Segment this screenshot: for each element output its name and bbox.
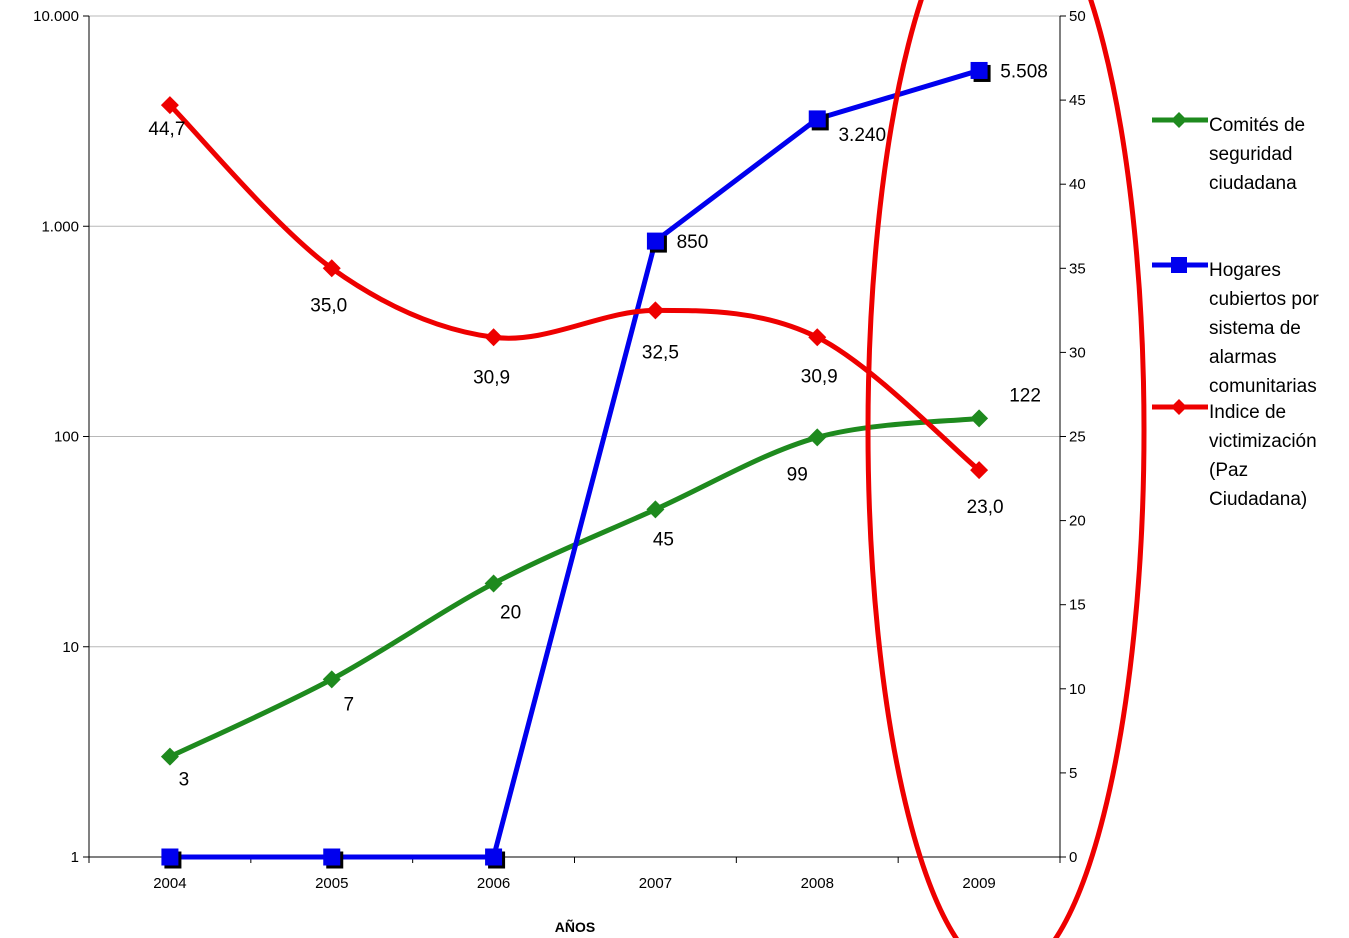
data-point — [322, 670, 341, 689]
legend-label: Comités de — [1209, 115, 1305, 136]
legend-item: Indice de victimización (Paz Ciudadana) — [1152, 399, 1317, 510]
y-right-tick-label: 0 — [1069, 849, 1077, 866]
data-label: 45 — [653, 529, 674, 550]
data-point — [970, 409, 989, 428]
legend-label: sistema de — [1209, 318, 1301, 339]
data-labels: 3 7 20 45 99 122 850 3.240 5.508 44,7 35,0 30,9 32,5… — [148, 61, 1047, 790]
data-point — [160, 747, 179, 766]
y-right-tick-label: 50 — [1069, 8, 1086, 25]
y-left-tick-label: 1 — [71, 849, 79, 866]
legend-label: (Paz — [1209, 460, 1248, 481]
data-label: 30,9 — [801, 366, 838, 387]
data-label: 20 — [500, 602, 521, 623]
y-right-tick-label: 40 — [1069, 176, 1086, 193]
data-point — [808, 110, 826, 128]
series-layer — [160, 61, 991, 869]
y-right-tick-label: 10 — [1069, 681, 1086, 698]
annotation-layer — [865, 0, 1147, 938]
x-tick-label: 2009 — [962, 875, 995, 892]
series-line — [168, 103, 981, 473]
data-label: 99 — [787, 464, 808, 485]
data-point — [322, 259, 341, 278]
data-label: 30,9 — [473, 367, 510, 388]
x-tick-label: 2004 — [153, 875, 186, 892]
legend-marker — [1171, 399, 1187, 415]
data-label: 5.508 — [1000, 61, 1048, 82]
data-label: 122 — [1009, 385, 1041, 406]
x-tick-label: 2005 — [315, 875, 348, 892]
series-comites — [160, 409, 989, 766]
highlight-ellipse — [865, 0, 1147, 938]
legend-label: Hogares — [1209, 260, 1281, 281]
data-point — [970, 461, 989, 480]
data-point — [323, 848, 341, 866]
y-left-tick-label: 10.000 — [33, 8, 79, 25]
data-label: 3 — [179, 770, 190, 791]
legend-marker — [1171, 257, 1187, 273]
legend-label: cubiertos por — [1209, 289, 1320, 310]
y-right-tick-label: 25 — [1069, 429, 1086, 446]
data-label: 35,0 — [310, 295, 347, 316]
data-label: 44,7 — [148, 119, 185, 140]
data-point — [484, 574, 503, 593]
legend-label: comunitarias — [1209, 376, 1317, 397]
legend-label: ciudadana — [1209, 173, 1297, 194]
y-left-tick-label: 10 — [62, 639, 79, 656]
legend-label: seguridad — [1209, 144, 1292, 165]
data-point — [646, 500, 665, 519]
legend-label: victimización — [1209, 431, 1317, 452]
legend-label: Indice de — [1209, 402, 1286, 423]
data-point — [646, 232, 664, 250]
y-left-tick-label: 1.000 — [41, 218, 79, 235]
legend-label: alarmas — [1209, 347, 1277, 368]
data-point — [808, 328, 827, 347]
data-label: 7 — [343, 694, 354, 715]
y-right-tick-label: 15 — [1069, 597, 1086, 614]
data-point — [970, 61, 988, 79]
data-point — [160, 96, 179, 115]
data-label: 23,0 — [967, 497, 1004, 518]
y-left-tick-label: 100 — [54, 429, 79, 446]
x-axis-title: AÑOS — [555, 918, 595, 935]
data-point — [485, 848, 503, 866]
data-label: 32,5 — [642, 342, 679, 363]
legend-label: Ciudadana) — [1209, 489, 1307, 510]
y-right-tick-label: 5 — [1069, 765, 1077, 782]
series-victimizacion — [160, 96, 989, 480]
y-right-tick-label: 30 — [1069, 344, 1086, 361]
legend: Comités de seguridad ciudadana Hogares cubie… — [1152, 112, 1320, 510]
x-tick-label: 2008 — [801, 875, 834, 892]
axes: 1 10 100 1.000 10.000 0 5 10 15 20 25 30 35 40 45 50 200… — [33, 8, 1086, 935]
data-point — [484, 328, 503, 347]
y-right-tick-label: 35 — [1069, 260, 1086, 277]
legend-item: Hogares cubiertos por sistema de alarmas com… — [1152, 257, 1320, 397]
grid — [89, 15, 1060, 858]
data-point — [161, 848, 179, 866]
data-label: 850 — [677, 232, 709, 253]
x-tick-label: 2007 — [639, 875, 672, 892]
series-line — [169, 68, 980, 860]
legend-item: Comités de seguridad ciudadana — [1152, 112, 1305, 194]
data-point — [646, 301, 665, 320]
data-point — [808, 428, 827, 447]
series-line — [168, 415, 980, 759]
y-right-tick-label: 20 — [1069, 513, 1086, 530]
series-hogares — [161, 61, 991, 869]
y-right-tick-label: 45 — [1069, 92, 1086, 109]
x-tick-label: 2006 — [477, 875, 510, 892]
legend-marker — [1171, 112, 1187, 128]
data-label: 3.240 — [838, 125, 886, 146]
